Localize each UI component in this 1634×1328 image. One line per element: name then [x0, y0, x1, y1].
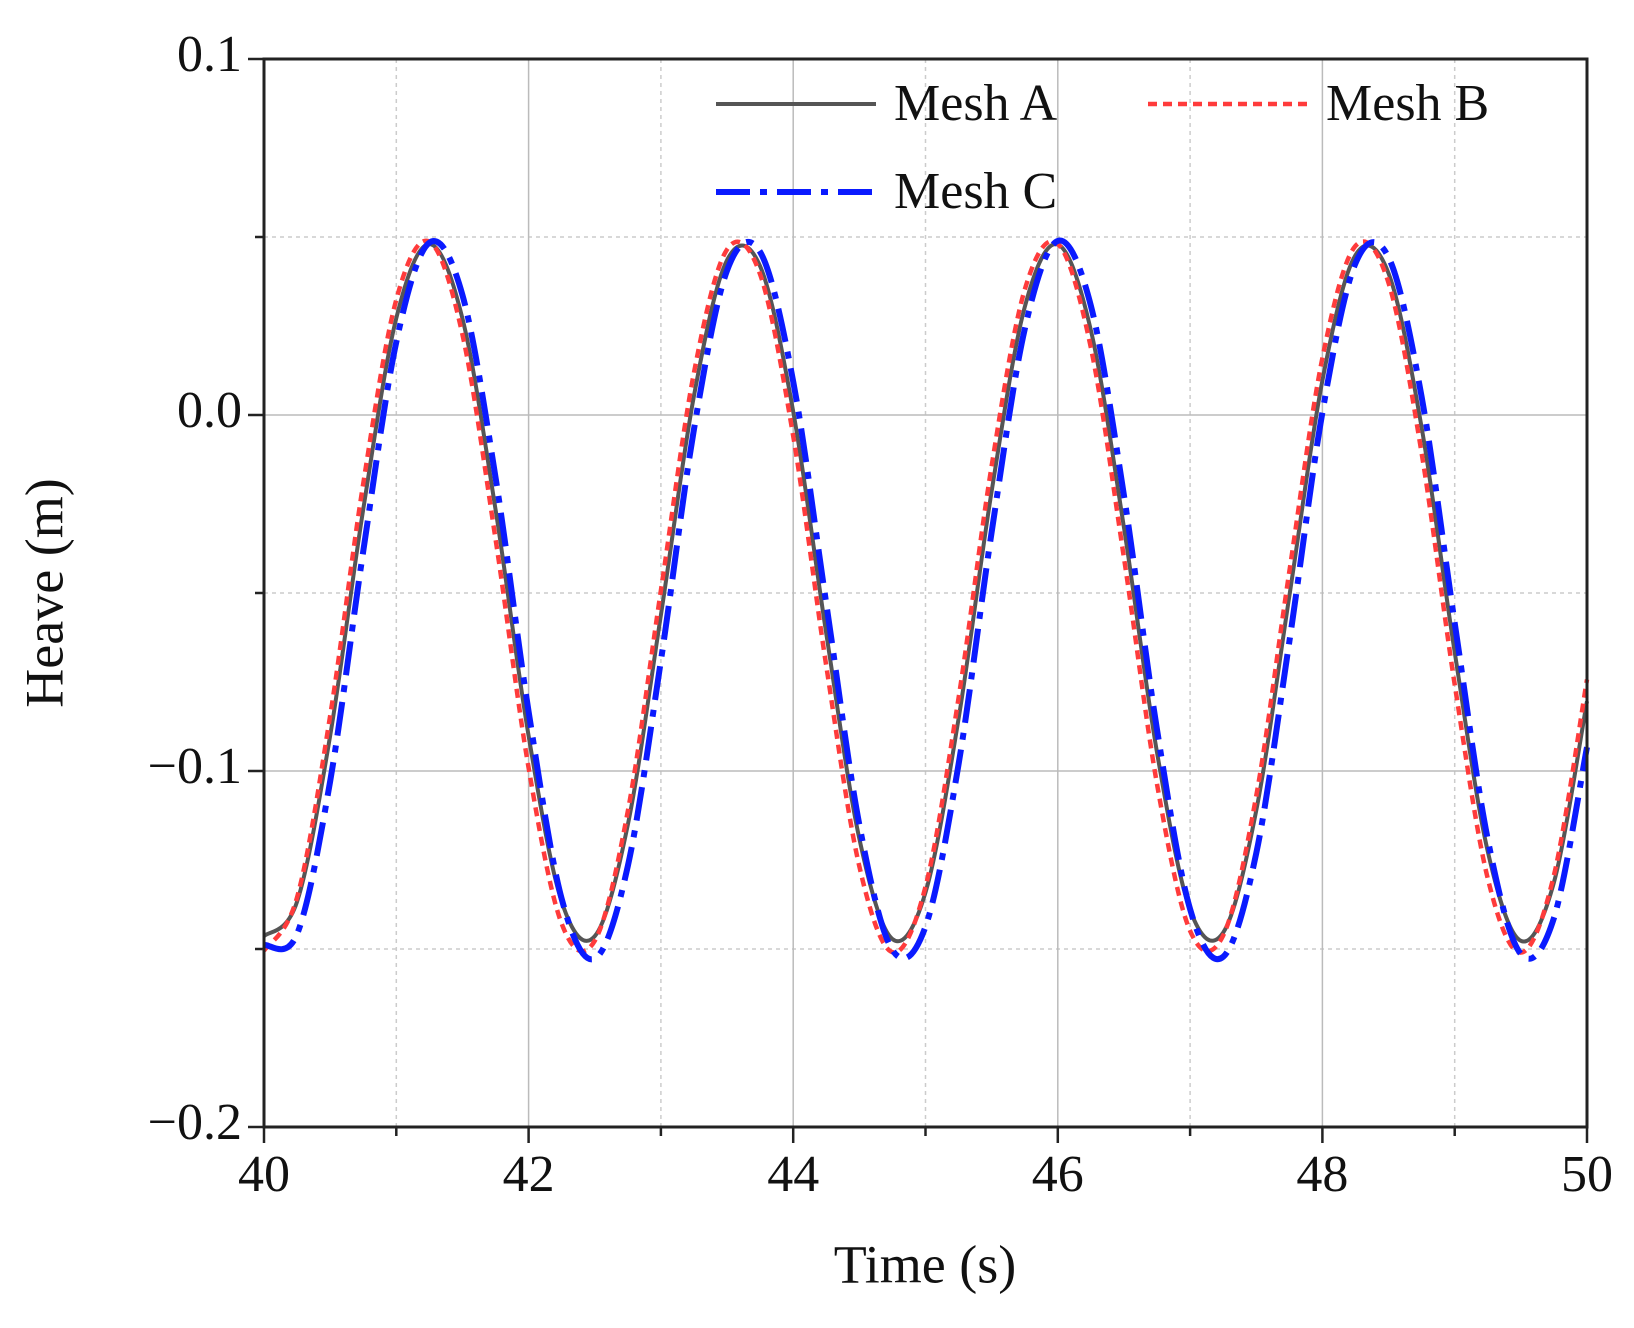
- legend-label: Mesh B: [1326, 75, 1489, 132]
- y-tick-label: 0.1: [177, 26, 242, 83]
- legend-label: Mesh C: [894, 163, 1057, 220]
- y-tick-label: −0.1: [148, 738, 242, 795]
- series-line: [263, 237, 1590, 963]
- y-axis-title: Heave (m): [14, 478, 74, 707]
- y-tick-label: −0.2: [148, 1094, 242, 1151]
- x-tick-label: 44: [767, 1146, 819, 1203]
- x-tick-label: 48: [1296, 1146, 1348, 1203]
- y-tick-label: 0.0: [177, 382, 242, 439]
- plot-frame: [262, 57, 1589, 1129]
- x-tick-label: 50: [1561, 1146, 1613, 1203]
- x-tick-label: 40: [238, 1146, 290, 1203]
- x-tick-label: 42: [503, 1146, 555, 1203]
- x-tick-label: 46: [1032, 1146, 1084, 1203]
- x-axis-title: Time (s): [834, 1234, 1017, 1294]
- legend-label: Mesh A: [894, 75, 1058, 132]
